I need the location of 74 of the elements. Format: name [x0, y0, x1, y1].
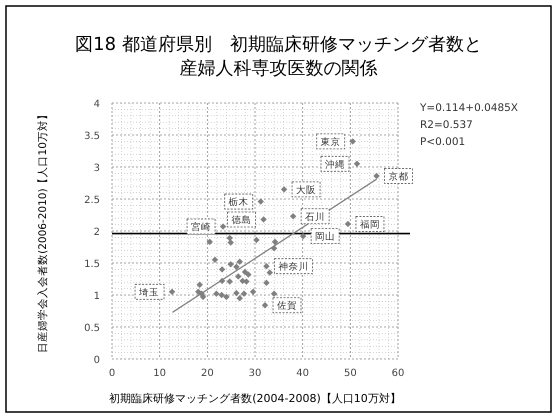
point: [220, 223, 226, 230]
point: [218, 292, 225, 298]
y-tick-label: 0.5: [84, 323, 100, 334]
point: [233, 264, 240, 270]
point: [290, 213, 296, 220]
point: [263, 280, 270, 286]
point: [280, 186, 288, 193]
annotation: 東京: [320, 136, 341, 148]
point: [242, 268, 248, 276]
point: [212, 256, 218, 263]
annotation: 埼玉: [138, 286, 160, 298]
point: [270, 290, 278, 297]
point: [236, 258, 243, 265]
x-tick-label: 0: [108, 368, 116, 379]
y-tick-label: 2.5: [84, 195, 100, 206]
text: Y=0.114+0.0485X: [419, 102, 518, 114]
annotation: 宮崎: [191, 221, 212, 234]
point: [260, 216, 267, 223]
y-axis-title: 日産婦学会入会者数(2006-2010)【人口10万対】: [36, 109, 49, 353]
point: [206, 238, 213, 246]
point: [243, 278, 250, 285]
point: [240, 290, 248, 297]
point: [354, 160, 360, 167]
annotation: 福岡: [360, 218, 380, 230]
point: [223, 294, 230, 300]
point: [250, 288, 256, 295]
point: [350, 138, 356, 145]
x-tick-label: 10: [153, 368, 166, 379]
y-tick-label: 4: [94, 99, 100, 110]
point: [227, 239, 234, 246]
x-axis-title: 初期臨床研修マッチング者数(2004-2008)【人口10万対】: [109, 392, 401, 405]
annotation: 沖縄: [325, 158, 346, 170]
point: [227, 261, 234, 268]
point: [373, 172, 380, 180]
y-tick-label: 3: [94, 163, 100, 174]
annotation: 佐賀: [277, 300, 298, 312]
point: [266, 269, 273, 276]
point: [226, 278, 233, 285]
annotation: 神奈川: [278, 260, 308, 273]
annotation: 栃木: [228, 196, 249, 208]
point: [168, 288, 176, 295]
point: [236, 295, 243, 302]
chart-title: 図18 都道府県別 初期臨床研修マッチング者数と産婦人科専攻医数の関係: [75, 34, 482, 79]
text: P<0.001: [420, 136, 466, 148]
y-tick-label: 1: [94, 291, 100, 302]
annotation: 岡山: [315, 230, 336, 243]
y-tick-label: 3.5: [84, 131, 100, 142]
y-tick-label: 2: [94, 227, 100, 238]
y-tick-label: 0: [94, 355, 100, 366]
annotation: 石川: [305, 210, 326, 223]
annotation: 京都: [388, 170, 409, 182]
point: [344, 220, 352, 228]
point: [272, 238, 278, 246]
annotation: 徳島: [232, 214, 252, 226]
annotation: 大阪: [296, 184, 316, 196]
point: [226, 234, 233, 242]
x-tick-label: 40: [296, 368, 310, 379]
x-tick-label: 30: [248, 368, 262, 379]
x-tick-label: 20: [200, 368, 214, 379]
x-tick-label: 50: [344, 368, 357, 379]
text: R2=0.537: [420, 119, 473, 131]
point: [253, 236, 260, 244]
point: [300, 232, 306, 240]
x-tick-label: 60: [392, 368, 404, 379]
point: [196, 282, 203, 288]
point: [200, 294, 206, 300]
point: [263, 263, 270, 270]
point: [235, 273, 242, 280]
point: [233, 290, 240, 296]
point: [258, 198, 264, 205]
point: [218, 266, 226, 273]
point: [245, 271, 252, 278]
point: [213, 290, 220, 297]
y-tick-label: 1.5: [84, 259, 100, 270]
